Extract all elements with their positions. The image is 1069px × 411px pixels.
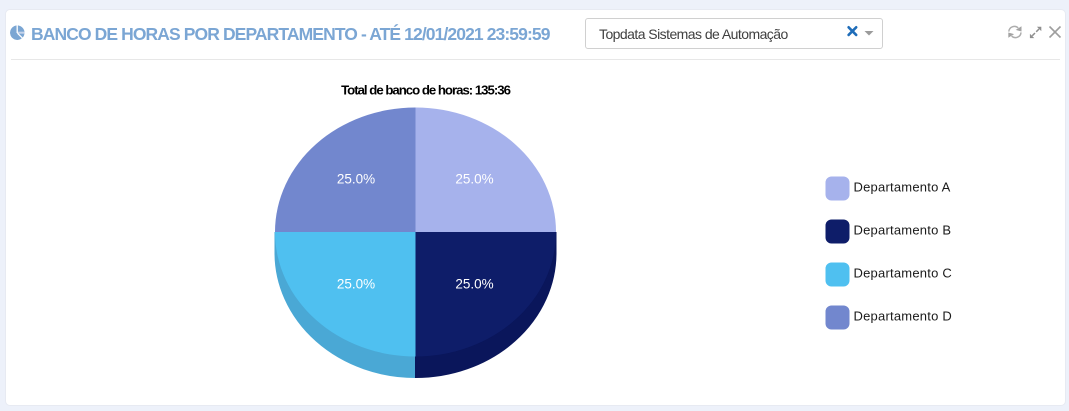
svg-text:25.0%: 25.0% xyxy=(455,276,493,291)
svg-text:Departamento D: Departamento D xyxy=(854,309,952,324)
svg-text:Departamento B: Departamento B xyxy=(854,223,952,238)
svg-text:Departamento C: Departamento C xyxy=(854,266,952,281)
svg-text:25.0%: 25.0% xyxy=(455,171,493,186)
svg-text:25.0%: 25.0% xyxy=(337,276,375,291)
svg-text:Departamento A: Departamento A xyxy=(854,180,951,195)
svg-text:Total de banco de horas: 135:3: Total de banco de horas: 135:36 xyxy=(341,83,510,98)
svg-text:25.0%: 25.0% xyxy=(337,171,375,186)
